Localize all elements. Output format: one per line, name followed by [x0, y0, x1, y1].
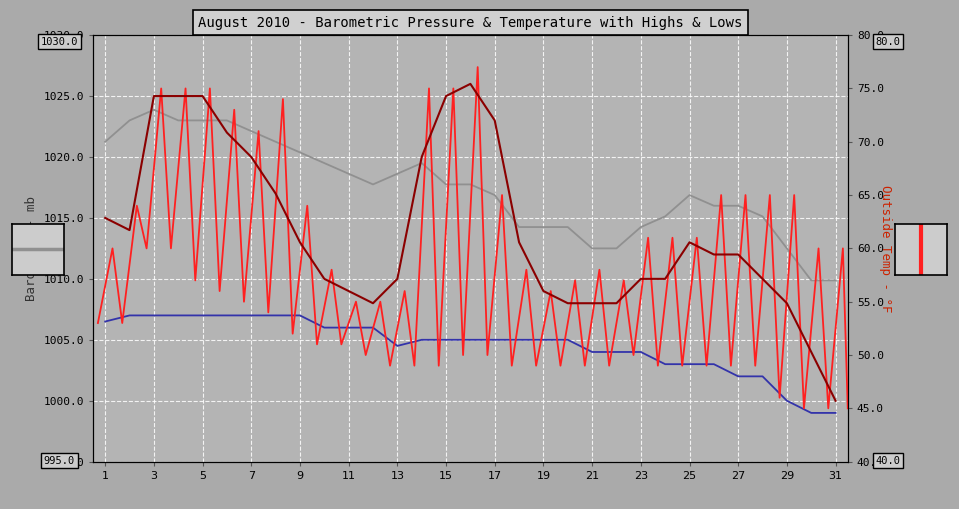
Text: 40.0: 40.0 — [876, 456, 901, 466]
Y-axis label: Outside Temp - °F: Outside Temp - °F — [879, 185, 892, 312]
Text: 995.0: 995.0 — [44, 456, 75, 466]
Y-axis label: Barometer - mb: Barometer - mb — [25, 196, 38, 301]
Text: 80.0: 80.0 — [876, 37, 901, 47]
Text: 1030.0: 1030.0 — [40, 37, 79, 47]
Title: August 2010 - Barometric Pressure & Temperature with Highs & Lows: August 2010 - Barometric Pressure & Temp… — [199, 16, 742, 30]
